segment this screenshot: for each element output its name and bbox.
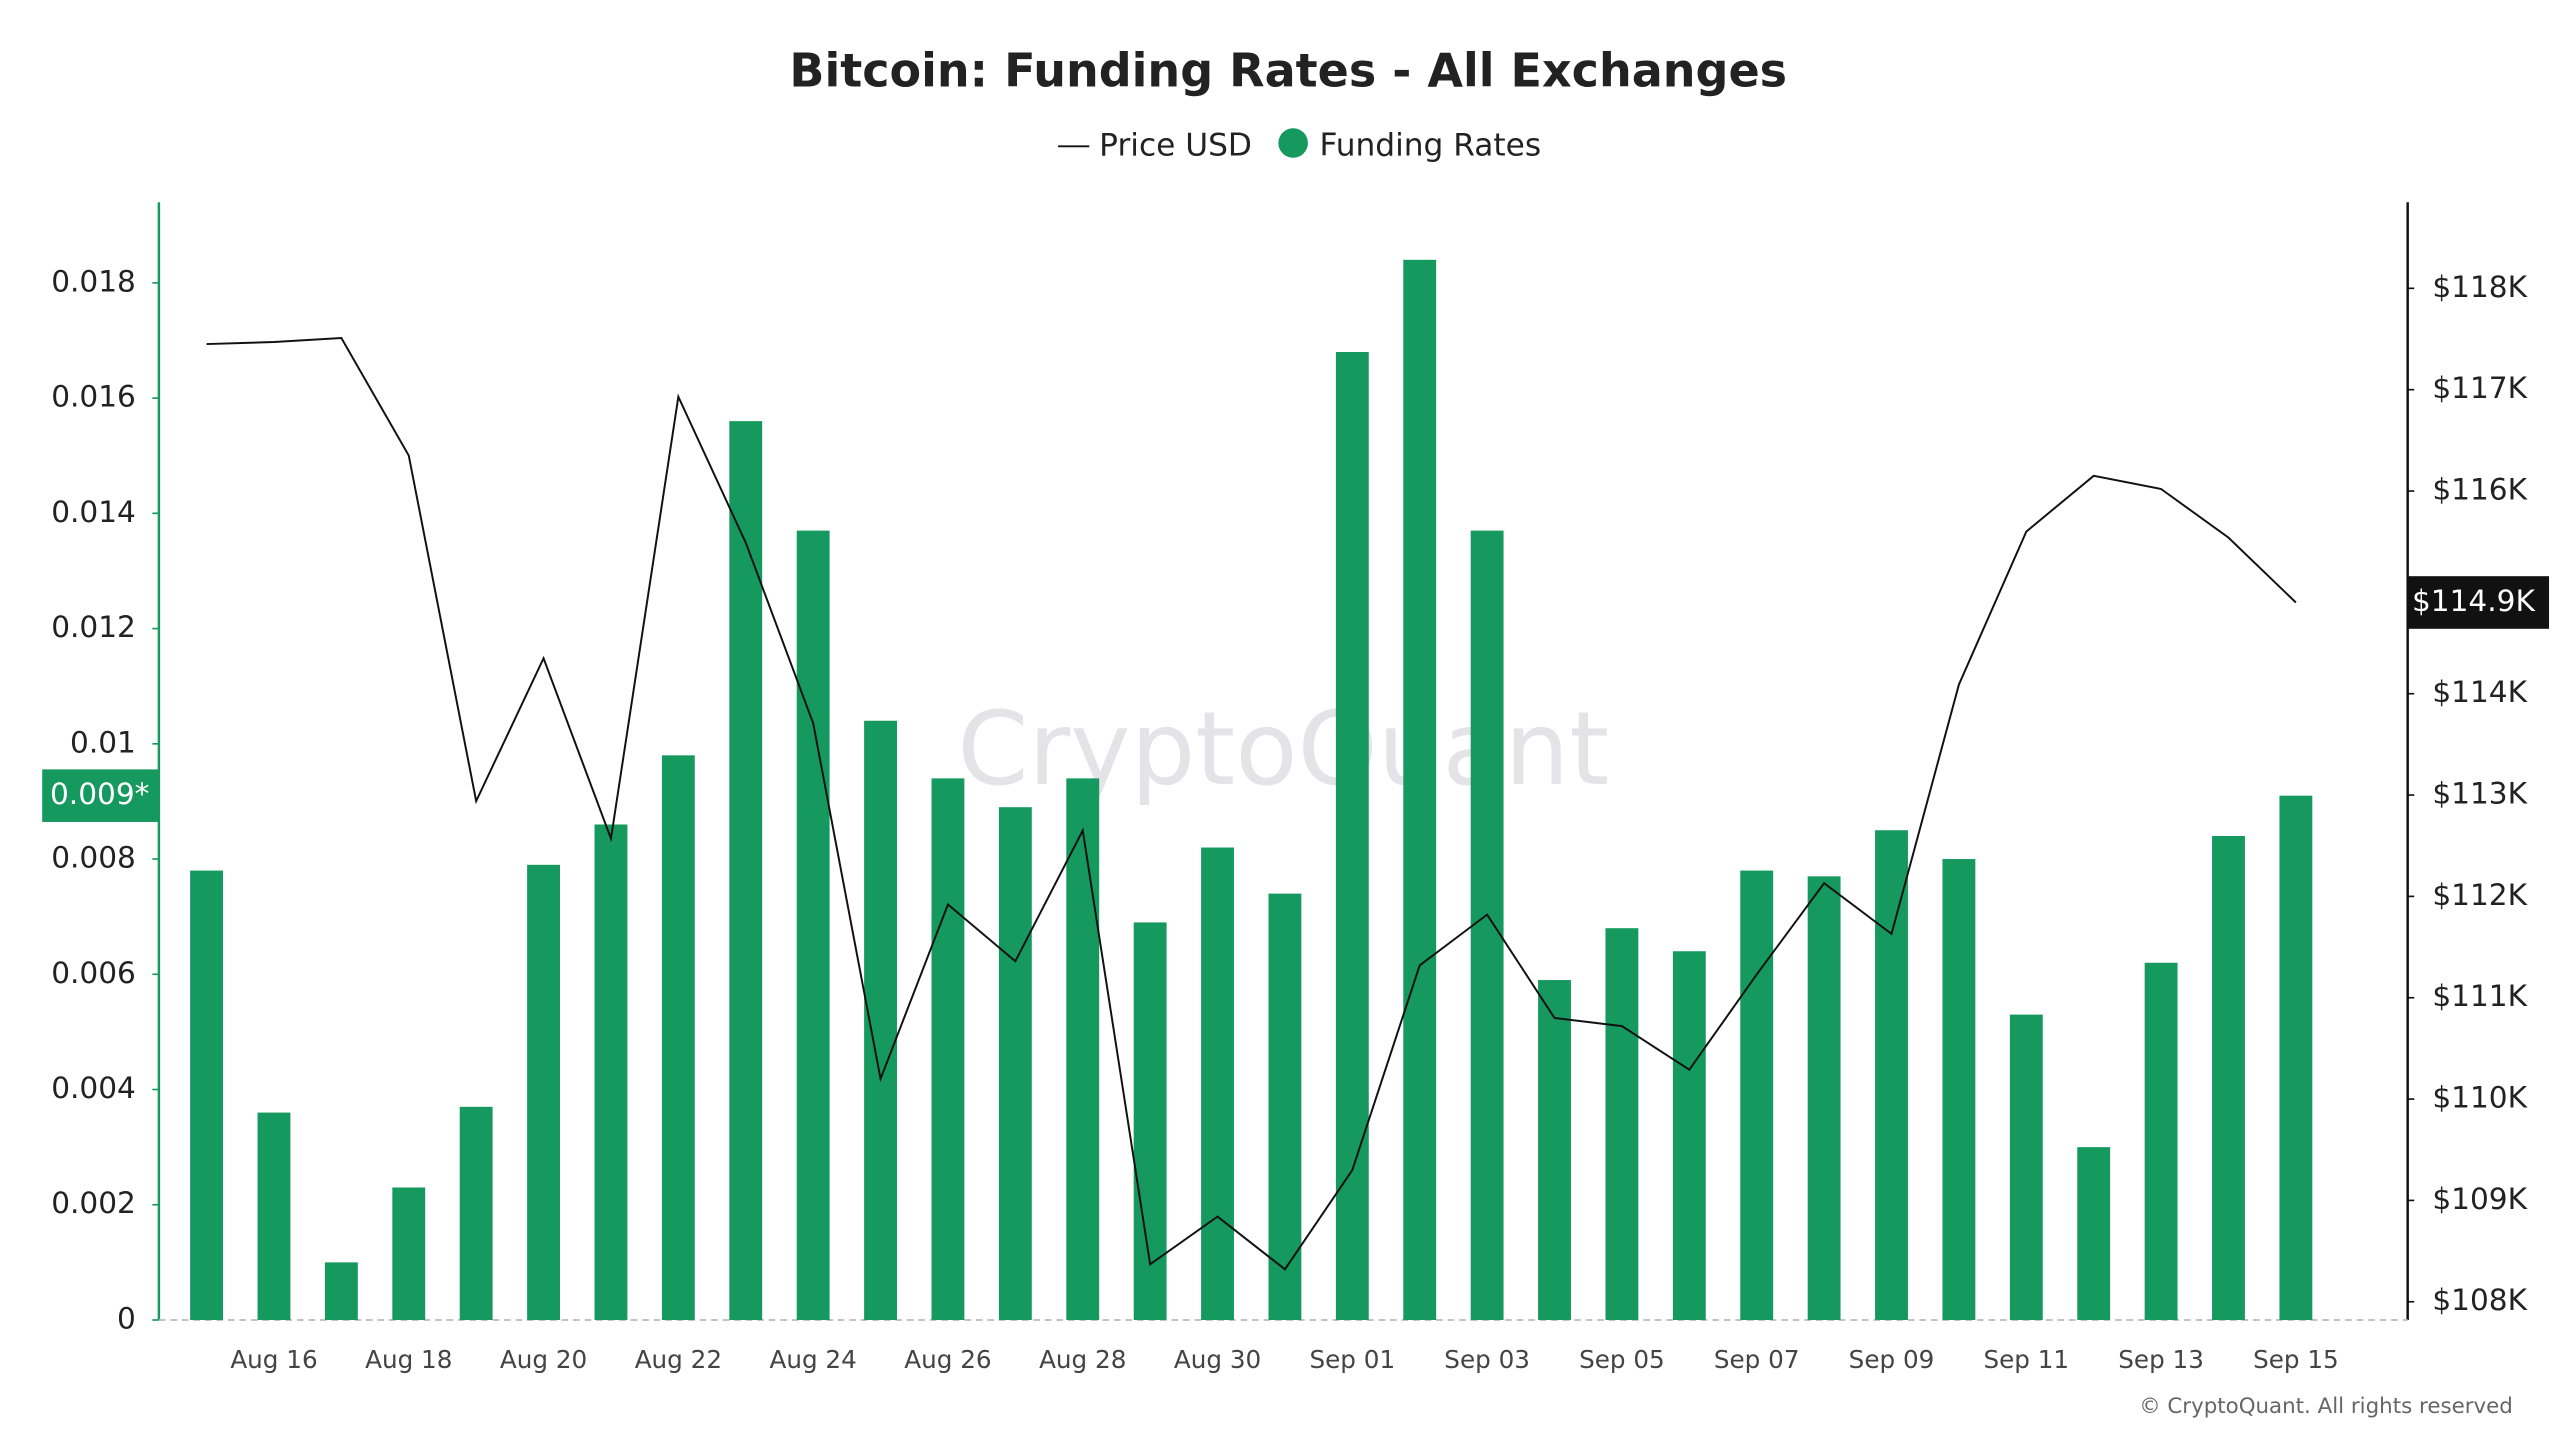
x-tick-label: Sep 05 [1579,1345,1665,1374]
y-tick-label: 0.01 [70,725,136,759]
y2-tick-label: $116K [2432,473,2528,507]
y2-tick-label: $112K [2432,878,2528,912]
x-tick-label: Aug 26 [904,1345,991,1374]
bar [594,824,628,1320]
x-tick-label: Aug 20 [500,1345,587,1374]
price-line [206,336,2297,1271]
bar [2144,962,2178,1320]
bar [190,870,224,1320]
bar [459,1106,493,1320]
y-tick-label: 0.006 [51,956,136,990]
y2-tick-label: $113K [2432,777,2528,811]
bar [2009,1014,2043,1320]
bar [1605,928,1639,1320]
bar [2279,795,2313,1320]
bar [796,530,830,1320]
bar [1807,876,1841,1320]
footer: © CryptoQuant. All rights reserved [2139,1394,2513,1419]
y-tick-label: 0.004 [51,1071,136,1105]
x-tick-label: Aug 28 [1039,1345,1126,1374]
x-tick-label: Sep 13 [2118,1345,2204,1374]
last-value-box [42,769,159,822]
bar [1538,980,1571,1320]
bar [1133,922,1167,1320]
legend-label: Funding Rates [1319,127,1541,163]
bar [1403,259,1437,1320]
bar [392,1187,426,1320]
y-tick-label: 0.018 [51,264,136,298]
x-tick-label: Sep 09 [1849,1345,1935,1374]
bar [1268,893,1302,1320]
y-tick-label: 0.016 [51,380,136,414]
x-tick-label: Sep 11 [1983,1345,2069,1374]
x-tick-label: Sep 15 [2253,1345,2339,1374]
y2-tick-label: $118K [2432,270,2528,304]
y-tick-label: 0.012 [51,610,136,644]
last-value-label: $114.9K [2412,584,2536,618]
x-tick-label: Sep 03 [1444,1345,1530,1374]
last-value-label: 0.009* [50,777,149,811]
x-tick-label: Aug 16 [230,1345,317,1374]
bar [1942,859,1976,1320]
x-tick-label: Aug 18 [365,1345,452,1374]
bar [661,755,695,1320]
bar [1470,530,1504,1320]
bar [1875,830,1908,1320]
y2-tick-label: $111K [2432,979,2528,1013]
y-tick-label: 0 [117,1301,136,1335]
y-tick-label: 0.014 [51,495,136,529]
bar [729,421,763,1320]
legend-label: Price USD [1099,127,1252,163]
y2-tick-label: $110K [2432,1081,2528,1115]
bar [1740,870,1774,1320]
chart-title: Bitcoin: Funding Rates - All Exchanges [789,43,1787,97]
x-tick-label: Aug 30 [1174,1345,1261,1374]
x-tick-label: Aug 22 [635,1345,722,1374]
watermark: CryptoQuant [957,690,1609,809]
x-tick-label: Sep 01 [1310,1345,1396,1374]
bar [527,864,560,1320]
bar [2077,1147,2111,1320]
bar [1201,847,1234,1320]
y2-tick-label: $108K [2432,1283,2528,1317]
y-tick-label: 0.008 [51,841,136,875]
y2-tick-label: $109K [2432,1182,2528,1216]
x-tick-label: Sep 07 [1714,1345,1800,1374]
bar [1066,778,1100,1320]
bar [2212,836,2245,1320]
y2-tick-label: $114K [2432,675,2528,709]
bar [931,778,965,1320]
legend-swatch [1278,128,1308,158]
bar [998,807,1032,1320]
bar [1672,951,1706,1320]
x-tick-label: Aug 24 [769,1345,856,1374]
y-tick-label: 0.002 [51,1186,136,1220]
bar [324,1262,358,1320]
y2-tick-label: $117K [2432,371,2528,405]
last-value-box [2407,576,2550,629]
bar [257,1112,291,1320]
bar [1335,352,1369,1321]
